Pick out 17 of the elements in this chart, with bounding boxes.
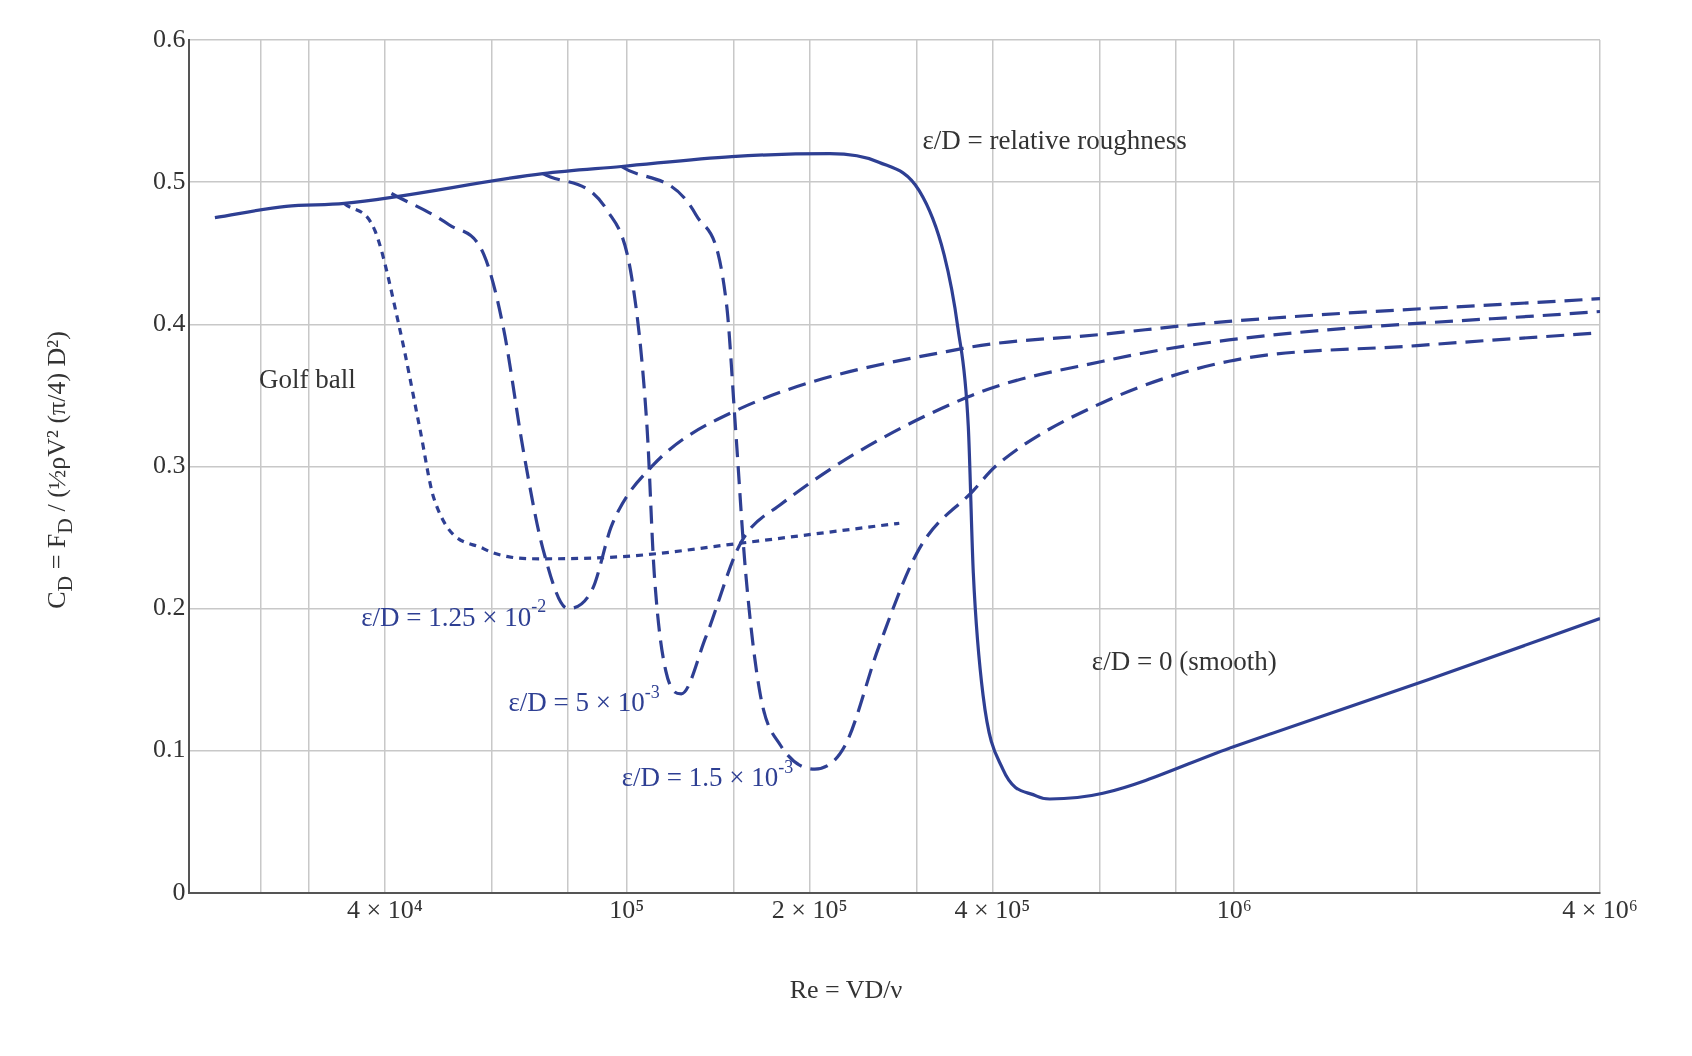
- x-axis-title: Re = VD/ν: [788, 975, 904, 1005]
- y-tick-label: 0.5: [153, 165, 186, 195]
- series-label: ε/D = 0 (smooth): [1091, 645, 1277, 676]
- x-tick-label: 2 × 10⁵: [771, 895, 848, 925]
- y-tick-label: 0.3: [153, 450, 186, 480]
- y-tick-label: 0.2: [153, 592, 186, 622]
- x-tick-label: 4 × 10⁴: [347, 895, 423, 925]
- annotation: ε/D = relative roughness: [922, 125, 1187, 156]
- y-tick-label: 0: [172, 876, 186, 906]
- x-tick-label: 10⁶: [1216, 895, 1252, 925]
- x-tick-label: 10⁵: [609, 895, 645, 925]
- y-tick-label: 0.6: [153, 23, 186, 53]
- series-label: Golf ball: [259, 364, 356, 395]
- y-tick-label: 0.4: [153, 308, 186, 338]
- x-tick-label: 4 × 10⁶: [1562, 895, 1638, 925]
- x-tick-label: 4 × 10⁵: [954, 895, 1031, 925]
- y-tick-label: 0.1: [153, 734, 186, 764]
